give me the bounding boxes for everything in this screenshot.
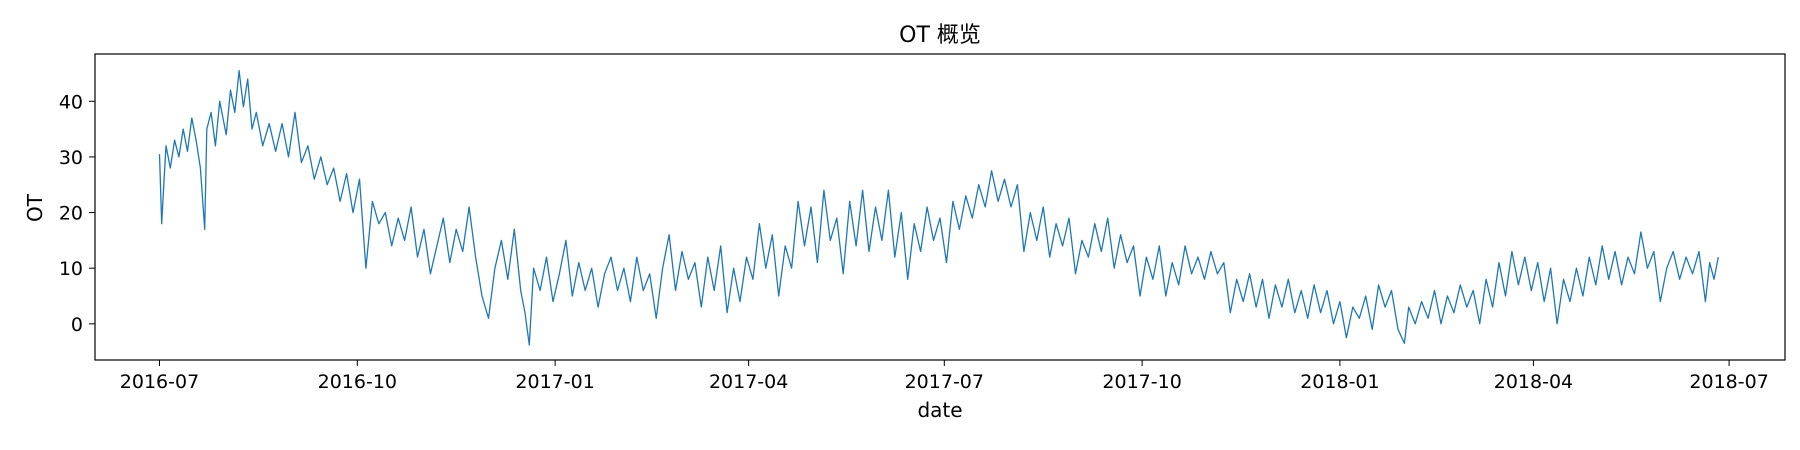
x-axis-label: date xyxy=(917,398,962,422)
y-axis-ticks: 0 10 20 30 40 xyxy=(59,91,95,336)
x-axis-ticks: 2016-07 2016-10 2017-01 2017-04 2017-07 2017-… xyxy=(120,360,1769,393)
x-tick-label: 2018-07 xyxy=(1689,371,1768,393)
y-tick-label: 0 xyxy=(71,314,83,336)
x-tick-label: 2017-01 xyxy=(515,371,594,393)
x-tick-label: 2016-10 xyxy=(318,371,397,393)
x-tick-label: 2017-04 xyxy=(709,371,788,393)
y-tick-label: 40 xyxy=(59,91,83,113)
series-line-0 xyxy=(158,70,1719,346)
x-tick-label: 2018-01 xyxy=(1300,371,1379,393)
y-tick-label: 30 xyxy=(59,147,83,169)
y-axis-label-group: OT xyxy=(23,193,47,222)
x-tick-label: 2018-04 xyxy=(1494,371,1573,393)
x-tick-label: 2016-07 xyxy=(120,371,199,393)
x-tick-label: 2017-10 xyxy=(1102,371,1181,393)
y-axis-label: OT xyxy=(23,193,47,222)
series-layer xyxy=(158,70,1719,346)
x-tick-label: 2017-07 xyxy=(905,371,984,393)
y-tick-label: 20 xyxy=(59,203,83,225)
plot-frame xyxy=(94,53,1786,361)
y-tick-label: 10 xyxy=(59,258,83,280)
chart-title: OT 概览 xyxy=(899,23,981,48)
